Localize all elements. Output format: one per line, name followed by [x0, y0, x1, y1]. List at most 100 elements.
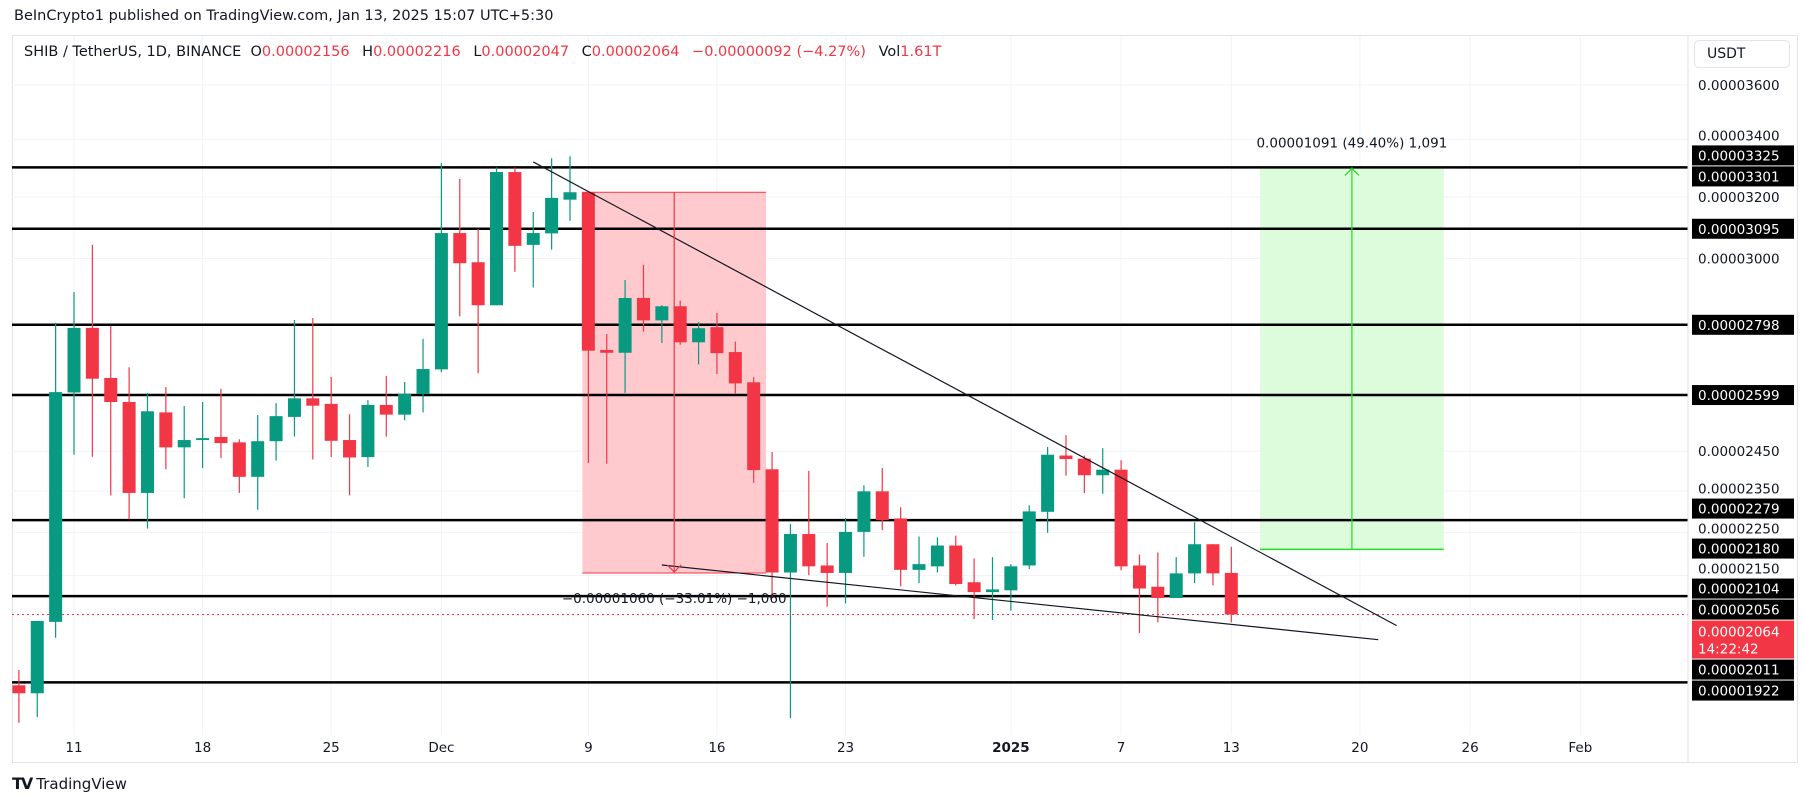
- candle-body[interactable]: [728, 352, 742, 384]
- low-label: L: [473, 44, 482, 60]
- candle-body[interactable]: [122, 402, 136, 493]
- candle-body[interactable]: [85, 327, 99, 379]
- candle-body[interactable]: [324, 403, 338, 441]
- candle-body[interactable]: [618, 297, 632, 353]
- time-tick-label: Dec: [428, 740, 454, 756]
- candle-body[interactable]: [986, 589, 999, 593]
- candle-body[interactable]: [416, 369, 430, 394]
- candle-body[interactable]: [563, 192, 577, 200]
- time-tick-label: 9: [584, 740, 593, 756]
- candle-body[interactable]: [306, 398, 320, 406]
- candle-body[interactable]: [655, 306, 669, 321]
- candle-body[interactable]: [894, 518, 908, 570]
- candle-body[interactable]: [398, 393, 412, 415]
- candle-body[interactable]: [196, 438, 210, 441]
- candle-body[interactable]: [765, 469, 779, 573]
- candle-body[interactable]: [1151, 586, 1165, 598]
- candle-body[interactable]: [1114, 469, 1128, 567]
- candle-body[interactable]: [30, 620, 44, 694]
- level-price-label: [1692, 680, 1794, 701]
- candle-body[interactable]: [140, 411, 154, 493]
- candles: [12, 156, 1238, 723]
- candle-body[interactable]: [930, 545, 944, 567]
- footer-brand[interactable]: TV TradingView: [12, 774, 127, 793]
- level-price-value: 0.00002180: [1698, 542, 1780, 558]
- candle-body[interactable]: [1077, 458, 1091, 476]
- candle-body[interactable]: [545, 197, 559, 234]
- candle-body[interactable]: [287, 398, 301, 417]
- candle-body[interactable]: [1224, 572, 1238, 615]
- candle-body[interactable]: [49, 392, 63, 622]
- trendline-descending-support[interactable]: [661, 564, 1379, 641]
- candle-body[interactable]: [673, 306, 687, 343]
- candle-body[interactable]: [490, 172, 504, 306]
- chart-panel: [12, 35, 1798, 763]
- candle-body[interactable]: [710, 327, 724, 354]
- candle-body[interactable]: [600, 349, 614, 353]
- candle-body[interactable]: [875, 491, 889, 521]
- level-price-label: [1692, 599, 1794, 620]
- candle-body[interactable]: [692, 328, 706, 343]
- candle-body[interactable]: [508, 172, 522, 246]
- level-price-label: [1692, 218, 1794, 239]
- arrow-down-icon: [666, 564, 682, 573]
- candle-body[interactable]: [581, 192, 595, 351]
- brand-name: TradingView: [36, 774, 127, 793]
- candle-body[interactable]: [839, 531, 853, 573]
- trendline-descending-resistance[interactable]: [532, 161, 1397, 627]
- candle-body[interactable]: [526, 233, 540, 245]
- candle-body[interactable]: [232, 442, 246, 477]
- candle-body[interactable]: [214, 436, 228, 444]
- candle-body[interactable]: [269, 416, 283, 442]
- level-price-value: 0.00002011: [1698, 663, 1780, 679]
- level-price-label: [1692, 578, 1794, 599]
- candle-body[interactable]: [1022, 511, 1036, 566]
- symbol-name[interactable]: SHIB / TetherUS, 1D, BINANCE: [24, 44, 242, 60]
- candle-body[interactable]: [434, 233, 448, 370]
- change-value: −0.00000092 (−4.27%): [692, 44, 866, 60]
- candle-body[interactable]: [820, 565, 834, 573]
- price-tick-label: 0.00003000: [1698, 251, 1780, 267]
- candle-body[interactable]: [783, 534, 797, 573]
- currency-button[interactable]: USDT: [1694, 40, 1790, 68]
- time-tick-label: 13: [1223, 740, 1240, 756]
- candle-body[interactable]: [471, 262, 485, 306]
- candle-body[interactable]: [1041, 454, 1055, 512]
- candle-body[interactable]: [857, 491, 871, 532]
- candle-body[interactable]: [967, 582, 981, 593]
- candle-body[interactable]: [177, 440, 191, 448]
- candle-body[interactable]: [104, 377, 118, 403]
- candle-body[interactable]: [1169, 573, 1183, 598]
- candle-body[interactable]: [1004, 566, 1018, 591]
- candle-body[interactable]: [912, 564, 926, 570]
- close-value: 0.00002064: [591, 44, 680, 60]
- candle-body[interactable]: [361, 404, 375, 458]
- candle-body[interactable]: [802, 534, 816, 567]
- candle-body[interactable]: [251, 441, 265, 477]
- candle-body[interactable]: [1096, 469, 1110, 476]
- open-value: 0.00002156: [261, 44, 350, 60]
- candle-body[interactable]: [67, 327, 81, 393]
- level-price-label: [1692, 145, 1794, 166]
- time-tick-label: 20: [1351, 740, 1368, 756]
- open-label: O: [250, 44, 262, 60]
- candle-body[interactable]: [1132, 565, 1146, 589]
- candle-body[interactable]: [1059, 455, 1073, 460]
- volume-value: 1.61T: [900, 44, 942, 60]
- candle-body[interactable]: [453, 233, 467, 264]
- candle-body[interactable]: [1188, 544, 1202, 574]
- candle-body[interactable]: [379, 404, 393, 415]
- candle-body[interactable]: [747, 382, 761, 471]
- candle-body[interactable]: [343, 440, 357, 458]
- candle-body[interactable]: [949, 545, 963, 585]
- level-price-value: 0.00003301: [1698, 169, 1780, 185]
- close-label: C: [581, 44, 592, 60]
- candle-body[interactable]: [1206, 544, 1220, 574]
- candle-body[interactable]: [12, 685, 26, 694]
- level-price-label: [1692, 538, 1794, 559]
- bar-countdown: 14:22:42: [1698, 642, 1759, 658]
- candle-body[interactable]: [636, 297, 650, 321]
- price-tick-label: 0.00002450: [1698, 444, 1780, 460]
- candle-body[interactable]: [159, 412, 173, 448]
